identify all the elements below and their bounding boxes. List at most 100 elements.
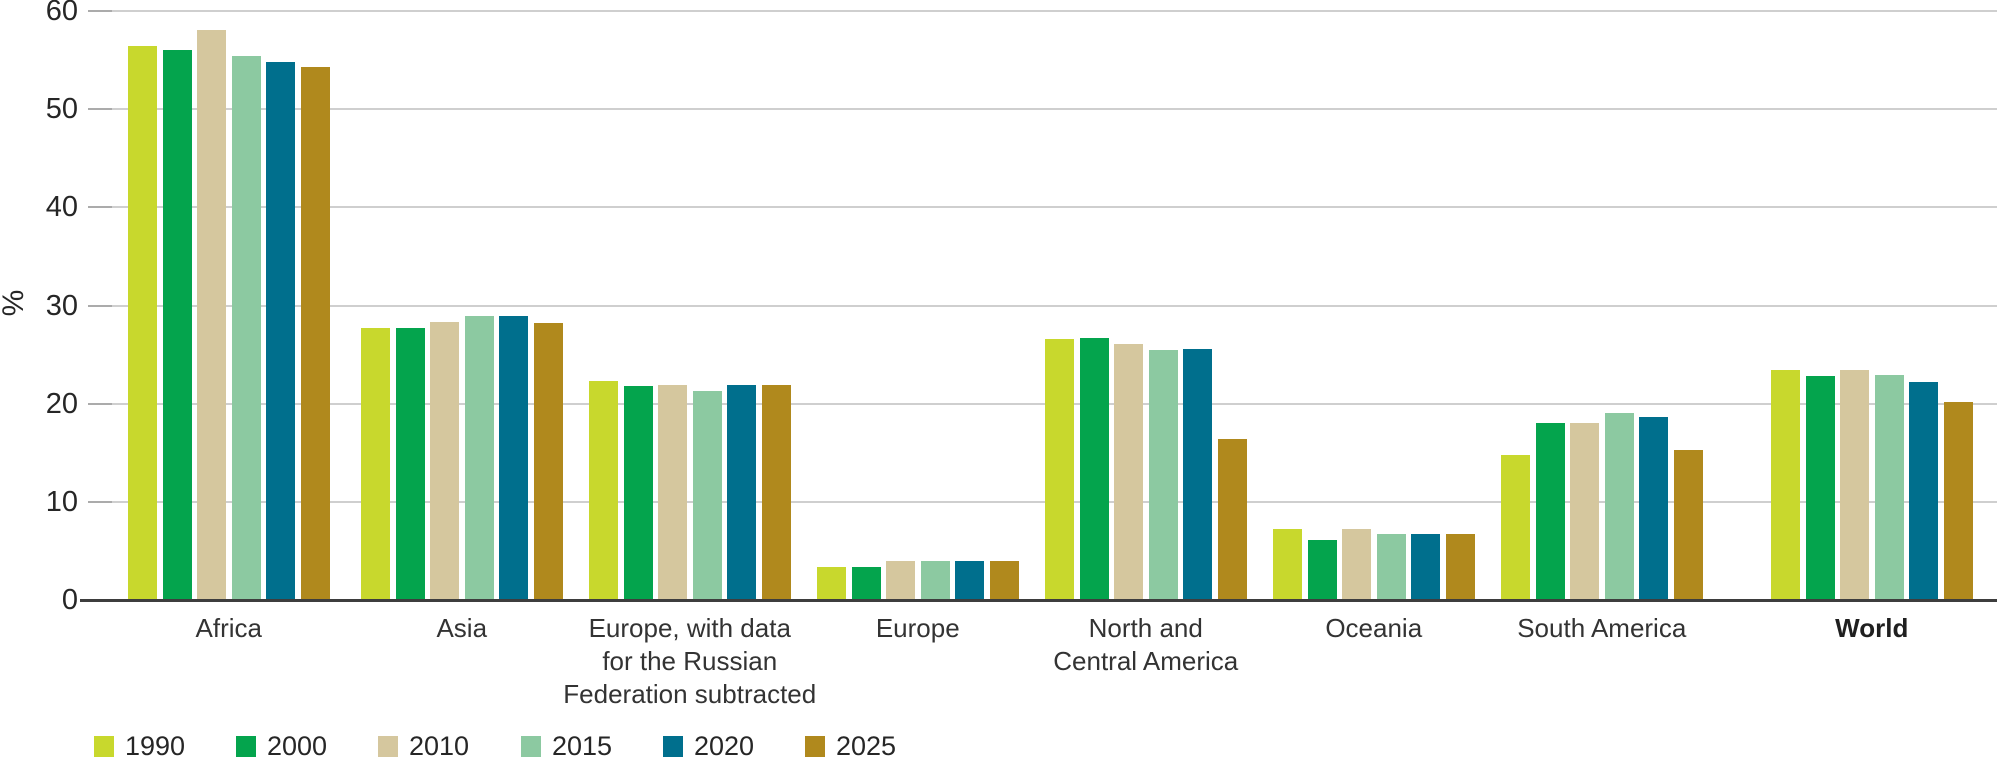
bar-2025-world: [1943, 401, 1973, 600]
bar-2020-europe: [955, 560, 984, 600]
bar-2015-asia: [464, 316, 494, 600]
category-label-line: Africa: [195, 613, 262, 643]
y-tick-label: 50: [45, 93, 78, 126]
bar-2020-africa: [266, 62, 295, 600]
y-tick-label: 0: [61, 584, 78, 616]
bar-2025-south-america: [1673, 449, 1703, 600]
bar-2000-north-and-central-america: [1079, 337, 1109, 600]
bar-2020-north-and-central-america: [1183, 348, 1212, 600]
bar-2025-north-and-central-america: [1217, 439, 1247, 600]
category-label-europe: Europe, with data for the Russian Federati…: [520, 612, 860, 711]
gridline: [88, 108, 1997, 111]
x-axis-line: [80, 599, 1997, 602]
y-tick-label: 10: [45, 485, 78, 518]
bar-2015-africa: [231, 56, 261, 600]
bar-2000-europe: [851, 566, 881, 600]
bar-1990-europe: [589, 381, 618, 600]
category-label-line: Europe: [875, 613, 960, 643]
bar-2000-world: [1805, 376, 1835, 600]
bar-2020-europe: [727, 385, 756, 600]
bar-1990-africa: [128, 46, 157, 600]
bar-2010-world: [1840, 370, 1869, 600]
bar-2010-europe: [886, 560, 915, 600]
gridline: [88, 304, 1997, 307]
y-tick-label: 30: [45, 289, 78, 322]
bar-2015-europe: [920, 560, 950, 600]
category-label-line: North and: [1088, 613, 1203, 643]
bar-1990-europe: [817, 566, 846, 600]
legend-label: 2025: [836, 731, 897, 761]
bar-2010-europe: [658, 385, 687, 600]
bar-2000-oceania: [1307, 540, 1337, 600]
bar-1990-asia: [361, 328, 390, 600]
bar-1990-oceania: [1273, 529, 1302, 600]
bar-2010-oceania: [1342, 529, 1371, 600]
legend-swatch-2010: [378, 735, 398, 757]
legend: 1990 2000 2010 2015 2020 2025: [0, 733, 1997, 763]
category-label-asia: Asia: [292, 612, 632, 645]
bar-2010-south-america: [1570, 423, 1599, 600]
gridline: [88, 500, 1997, 503]
y-tick-label: 40: [45, 191, 78, 224]
legend-label: 2020: [694, 731, 755, 761]
bar-2015-oceania: [1376, 534, 1406, 600]
bar-2015-north-and-central-america: [1148, 349, 1178, 600]
y-tick-label: 60: [45, 0, 78, 27]
legend-swatch-2000: [236, 735, 256, 757]
legend-item-2015: 2015: [521, 731, 613, 761]
bar-2015-europe: [692, 390, 722, 600]
bar-2025-africa: [300, 66, 330, 600]
category-label-line: Asia: [436, 613, 488, 643]
gridline: [88, 206, 1997, 209]
category-label-oceania: Oceania: [1204, 612, 1544, 645]
bar-1990-north-and-central-america: [1045, 338, 1074, 600]
category-label-line: Central America: [1053, 646, 1239, 676]
legend-label: 2015: [552, 731, 613, 761]
legend-item-1990: 1990: [94, 731, 186, 761]
bar-2025-oceania: [1445, 534, 1475, 600]
legend-item-2000: 2000: [236, 733, 327, 760]
bar-2015-world: [1874, 375, 1904, 600]
category-label-line: World: [1835, 613, 1909, 643]
bar-2020-asia: [499, 316, 528, 600]
bar-2025-europe: [989, 560, 1019, 600]
category-label-line: Oceania: [1325, 613, 1423, 643]
category-label-europe: Europe: [748, 612, 1088, 645]
bar-2020-world: [1909, 382, 1938, 600]
y-axis-tick: [88, 500, 112, 503]
category-label-north-and-central-america: North and Central America: [976, 612, 1316, 678]
bar-2010-north-and-central-america: [1114, 343, 1143, 600]
y-tick-label: 20: [45, 387, 78, 420]
bar-2025-asia: [533, 323, 563, 600]
gridline: [88, 10, 1997, 12]
category-label-line: Europe, with data: [588, 613, 791, 643]
category-label-south-america: South America: [1432, 612, 1772, 645]
bar-2025-europe: [761, 385, 791, 600]
legend-label: 1990: [125, 731, 186, 761]
category-label-africa: Africa: [59, 612, 399, 645]
y-axis-tick: [88, 206, 112, 209]
bar-2010-africa: [197, 29, 226, 600]
bar-2010-asia: [430, 322, 459, 600]
y-axis-tick: [88, 10, 112, 12]
y-axis-tick: [88, 304, 112, 307]
category-label-world: World: [1702, 612, 1997, 645]
bar-1990-south-america: [1501, 454, 1530, 600]
legend-swatch-2020: [663, 735, 683, 757]
bar-2020-south-america: [1639, 417, 1668, 600]
legend-label: 2010: [409, 731, 470, 761]
category-label-line: Federation subtracted: [563, 679, 817, 709]
gridline: [88, 402, 1997, 405]
bar-2020-oceania: [1411, 534, 1440, 600]
category-label-line: South America: [1517, 613, 1687, 643]
category-label-line: for the Russian: [602, 646, 778, 676]
y-axis-tick: [88, 402, 112, 405]
legend-item-2020: 2020: [663, 731, 755, 761]
bar-2000-europe: [623, 385, 653, 600]
bar-2000-asia: [395, 328, 425, 600]
legend-swatch-2025: [805, 735, 825, 757]
legend-item-2010: 2010: [378, 731, 470, 761]
y-axis-tick: [88, 108, 112, 111]
